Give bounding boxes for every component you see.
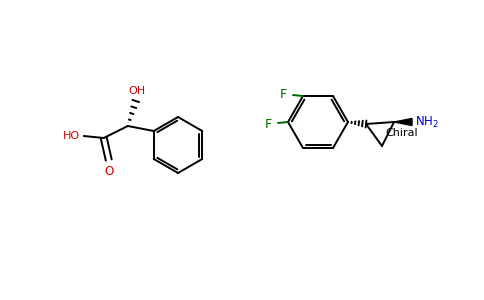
Text: HO: HO [62,131,80,141]
Text: F: F [265,118,272,130]
Text: NH$_2$: NH$_2$ [415,114,439,130]
Polygon shape [394,118,412,125]
Text: OH: OH [128,86,145,96]
Text: Chiral: Chiral [386,128,418,138]
Text: F: F [280,88,287,100]
Text: O: O [104,165,113,178]
